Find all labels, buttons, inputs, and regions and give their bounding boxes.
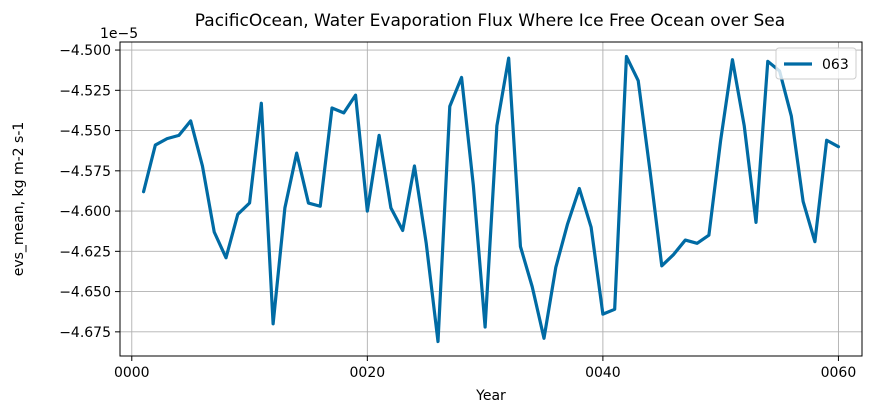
y-tick-label: −4.550 <box>59 124 111 140</box>
series-layer <box>141 54 841 344</box>
x-tick-label: 0000 <box>114 365 150 381</box>
plot-frame <box>119 41 863 357</box>
y-tick-label: −4.525 <box>59 83 111 99</box>
legend: 063 <box>775 47 857 80</box>
legend-box <box>775 47 857 80</box>
y-offset-label: 1e−5 <box>100 26 138 42</box>
tick-layer: 0000 0020 0040 0060 −4.675 −4.650 −4.625 −4.600… <box>59 43 856 381</box>
y-tick-label: −4.500 <box>59 43 111 59</box>
x-tick-label: 0060 <box>821 365 857 381</box>
y-tick-label: −4.600 <box>59 204 111 220</box>
series-line <box>141 54 841 344</box>
y-axis-label: evs_mean, kg m-2 s-1 <box>11 122 27 277</box>
x-tick-label: 0020 <box>350 365 386 381</box>
y-tick-label: −4.575 <box>59 164 111 180</box>
y-tick-label: −4.675 <box>59 325 111 341</box>
y-tick-label: −4.650 <box>59 285 111 301</box>
x-tick-label: 0040 <box>585 365 621 381</box>
chart-title: PacificOcean, Water Evaporation Flux Whe… <box>195 11 785 31</box>
y-tick-label: −4.625 <box>59 244 111 260</box>
x-axis-label: Year <box>475 388 506 404</box>
legend-label: 063 <box>822 57 849 73</box>
